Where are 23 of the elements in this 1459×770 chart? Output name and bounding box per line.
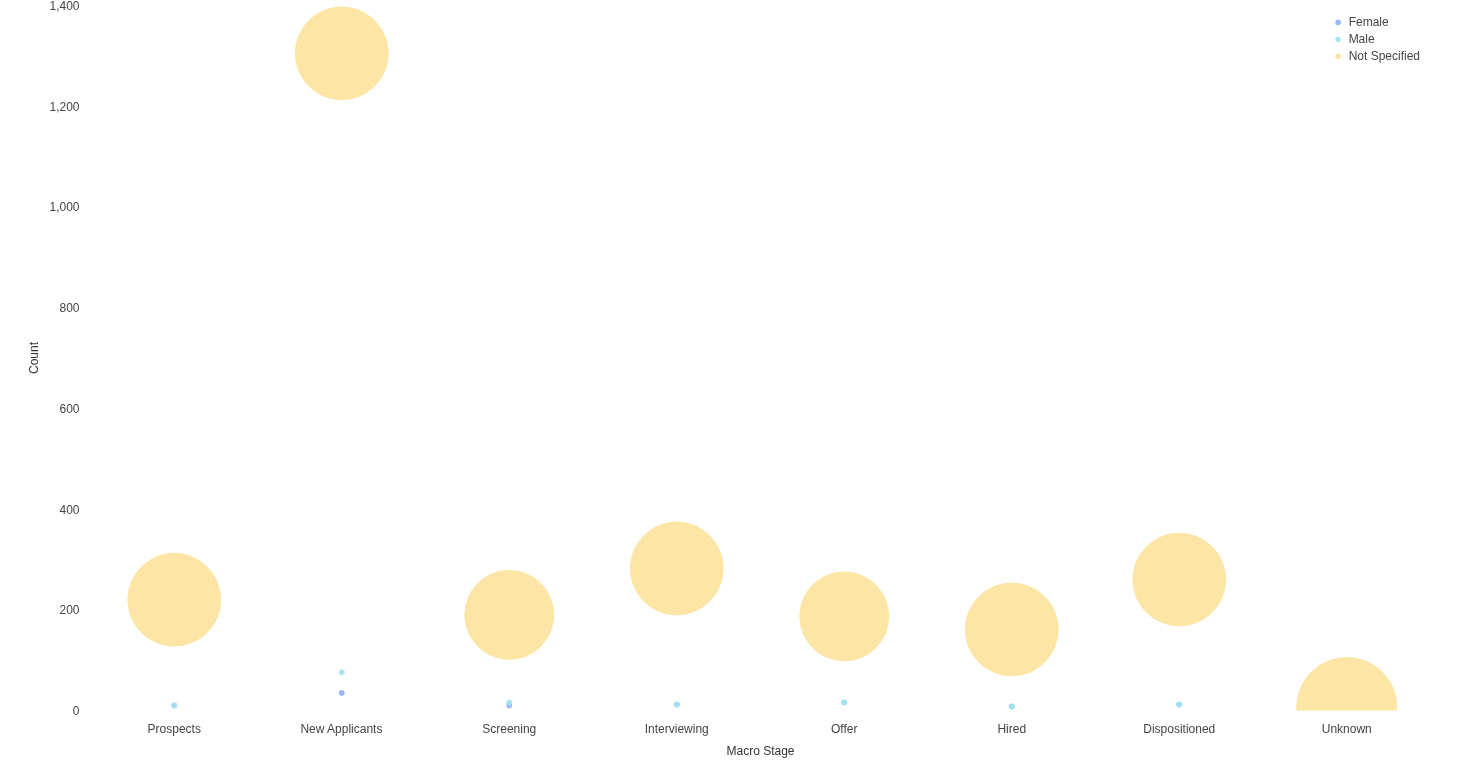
x-axis-title: Macro Stage — [726, 743, 795, 758]
y-tick-label: 0 — [72, 704, 80, 718]
y-axis-title: Count — [27, 341, 42, 375]
x-tick-label: Offer — [831, 721, 858, 736]
point — [338, 689, 345, 696]
legend-label: Male — [1348, 32, 1375, 46]
point — [338, 669, 345, 676]
y-tick-label: 400 — [59, 502, 80, 517]
x-tick-label: Prospects — [147, 721, 201, 736]
x-tick-label: Hired — [997, 721, 1027, 736]
x-tick-label: New Applicants — [300, 721, 383, 736]
y-tick-label: 1,200 — [49, 99, 80, 114]
y-tick-label: 1,400 — [49, 0, 80, 13]
x-tick-label: Interviewing — [644, 721, 709, 736]
legend-label: Not Specified — [1348, 49, 1420, 63]
y-tick-label: 800 — [59, 301, 80, 316]
x-tick-label: Dispositioned — [1143, 721, 1216, 736]
x-tick-label: Screening — [482, 721, 537, 736]
y-tick-label: 1,000 — [49, 200, 80, 215]
y-tick-label: 600 — [59, 401, 80, 416]
legend-label: Female — [1348, 15, 1389, 29]
x-tick-label: Unknown — [1321, 721, 1372, 736]
y-tick-label: 200 — [59, 603, 80, 618]
